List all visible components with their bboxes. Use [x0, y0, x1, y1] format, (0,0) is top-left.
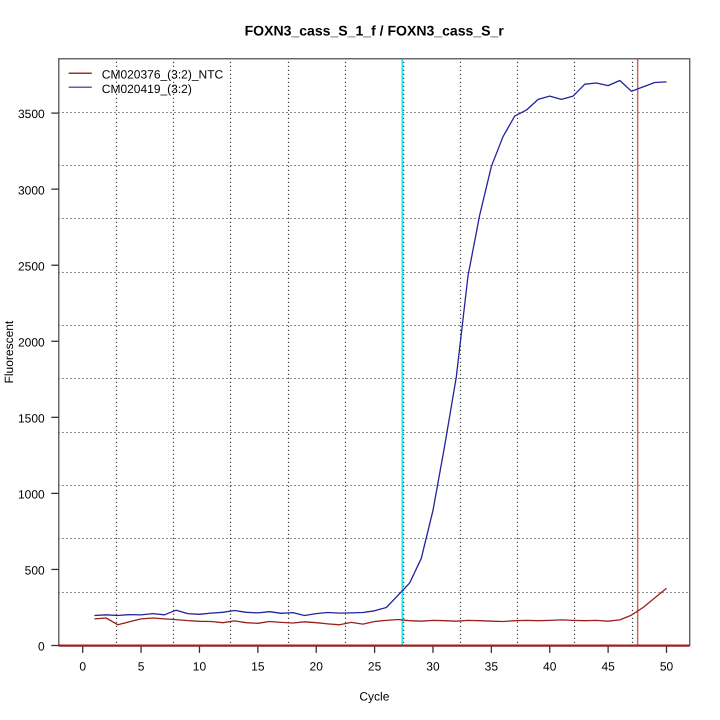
svg-text:50: 50 [660, 660, 674, 674]
svg-text:35: 35 [485, 660, 499, 674]
svg-text:Fluorescent: Fluorescent [2, 320, 16, 383]
svg-text:FOXN3_cass_S_1_f / FOXN3_cass_: FOXN3_cass_S_1_f / FOXN3_cass_S_r [245, 23, 505, 39]
svg-text:CM020419_(3:2): CM020419_(3:2) [102, 82, 192, 96]
svg-text:5: 5 [138, 660, 145, 674]
svg-text:20: 20 [310, 660, 324, 674]
svg-text:0: 0 [79, 660, 86, 674]
svg-text:40: 40 [543, 660, 557, 674]
svg-text:3000: 3000 [18, 183, 45, 197]
svg-text:1500: 1500 [18, 411, 45, 425]
svg-text:3500: 3500 [18, 107, 45, 121]
svg-text:30: 30 [426, 660, 440, 674]
svg-text:CM020376_(3:2)_NTC: CM020376_(3:2)_NTC [102, 68, 224, 82]
svg-text:45: 45 [601, 660, 615, 674]
svg-text:2500: 2500 [18, 259, 45, 273]
svg-text:2000: 2000 [18, 335, 45, 349]
svg-text:15: 15 [251, 660, 265, 674]
svg-text:500: 500 [25, 564, 45, 578]
svg-text:25: 25 [368, 660, 382, 674]
svg-text:1000: 1000 [18, 487, 45, 501]
svg-text:Cycle: Cycle [359, 690, 389, 704]
svg-text:0: 0 [38, 640, 45, 654]
svg-text:10: 10 [193, 660, 207, 674]
